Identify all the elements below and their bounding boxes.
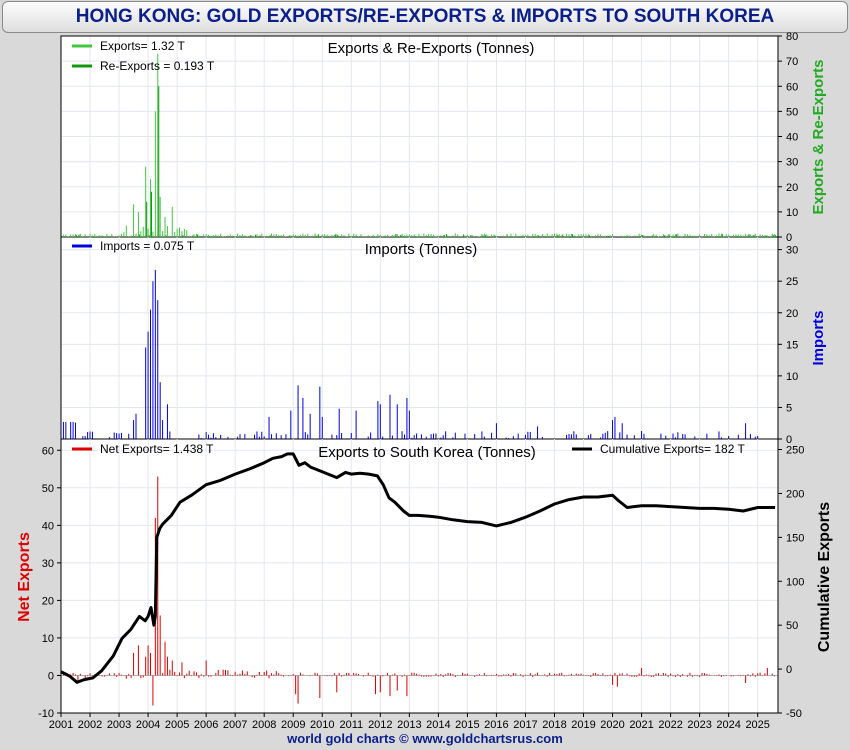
y-tick-label: 20 — [786, 308, 798, 320]
cumulative-line — [60, 452, 776, 684]
y-tick-label: 50 — [786, 106, 798, 118]
x-tick-label: 2025 — [745, 719, 769, 731]
panel-title-imports: Imports (Tonnes) — [365, 241, 478, 258]
y-tick-label-left: 50 — [42, 483, 54, 495]
y-axis-label-imports: Imports — [810, 310, 827, 365]
y-tick-label: 5 — [786, 402, 792, 414]
y-axis-label-net: Net Exports — [16, 532, 33, 622]
x-tick-label: 2001 — [49, 719, 73, 731]
y-tick-label: 20 — [786, 182, 798, 194]
x-tick-label: 2024 — [716, 719, 740, 731]
y-tick-label-left: -10 — [38, 708, 54, 720]
x-tick-label: 2017 — [513, 719, 537, 731]
x-tick-label: 2014 — [426, 719, 450, 731]
y-tick-label-right: 250 — [786, 445, 804, 457]
footer-credit: world gold charts © www.goldchartsrus.co… — [287, 731, 563, 746]
x-tick-label: 2008 — [252, 719, 276, 731]
y-tick-label-right: 200 — [786, 488, 804, 500]
y-tick-label-right: 100 — [786, 576, 804, 588]
x-tick-label: 2003 — [107, 719, 131, 731]
x-tick-label: 2023 — [687, 719, 711, 731]
panel-title-net: Exports to South Korea (Tonnes) — [318, 444, 536, 461]
x-tick-label: 2012 — [368, 719, 392, 731]
x-tick-label: 2005 — [165, 719, 189, 731]
chart-title: HONG KONG: GOLD EXPORTS/RE-EXPORTS & IMP… — [75, 6, 775, 27]
y-tick-label: 30 — [786, 157, 798, 169]
y-tick-label-left: 0 — [48, 670, 54, 682]
legend-label-imports: Imports = 0.075 T — [100, 239, 195, 253]
plot-border — [60, 35, 779, 714]
x-tick-label: 2020 — [600, 719, 624, 731]
y-axis-label-exports: Exports & Re-Exports — [810, 59, 827, 214]
y-tick-label-right: -50 — [786, 708, 802, 720]
y-tick-label: 30 — [786, 245, 798, 257]
x-tick-label: 2011 — [339, 719, 363, 731]
y-tick-label: 0 — [786, 434, 792, 446]
legend-label-net: Net Exports= 1.438 T — [100, 442, 214, 456]
y-tick-label: 0 — [786, 232, 792, 244]
x-tick-label: 2013 — [397, 719, 421, 731]
x-tick-label: 2002 — [78, 719, 102, 731]
x-tick-label: 2004 — [136, 719, 160, 731]
y-tick-label-left: 10 — [42, 633, 54, 645]
legend-label-cumulative: Cumulative Exports= 182 T — [600, 442, 746, 456]
y-tick-label: 10 — [786, 371, 798, 383]
y-tick-label-left: 40 — [42, 520, 54, 532]
y-tick-label-right: 50 — [786, 620, 798, 632]
legend-label-exports: Exports= 1.32 T — [100, 39, 185, 53]
y-tick-label: 10 — [786, 207, 798, 219]
x-tick-label: 2022 — [658, 719, 682, 731]
x-tick-label: 2010 — [310, 719, 334, 731]
y-tick-label: 40 — [786, 132, 798, 144]
y-tick-label: 25 — [786, 276, 798, 288]
x-tick-label: 2016 — [484, 719, 508, 731]
y-tick-label: 15 — [786, 339, 798, 351]
y-tick-label: 70 — [786, 56, 798, 68]
y-tick-label: 80 — [786, 31, 798, 43]
x-tick-label: 2009 — [281, 719, 305, 731]
x-tick-label: 2019 — [571, 719, 595, 731]
y-axis-label-cumulative: Cumulative Exports — [816, 502, 833, 652]
x-tick-label: 2015 — [455, 719, 479, 731]
x-tick-label: 2006 — [194, 719, 218, 731]
y-tick-label-left: 20 — [42, 595, 54, 607]
panel-title-exports: Exports & Re-Exports (Tonnes) — [328, 40, 535, 57]
y-tick-label: 60 — [786, 81, 798, 93]
y-tick-label-right: 0 — [786, 664, 792, 676]
y-tick-label-left: 60 — [42, 445, 54, 457]
x-tick-label: 2021 — [629, 719, 653, 731]
title-bar: HONG KONG: GOLD EXPORTS/RE-EXPORTS & IMP… — [2, 1, 848, 33]
x-tick-label: 2018 — [542, 719, 566, 731]
x-tick-label: 2007 — [223, 719, 247, 731]
legend-label-reexports: Re-Exports = 0.193 T — [100, 59, 215, 73]
y-tick-label-right: 150 — [786, 532, 804, 544]
y-tick-label-left: 30 — [42, 558, 54, 570]
